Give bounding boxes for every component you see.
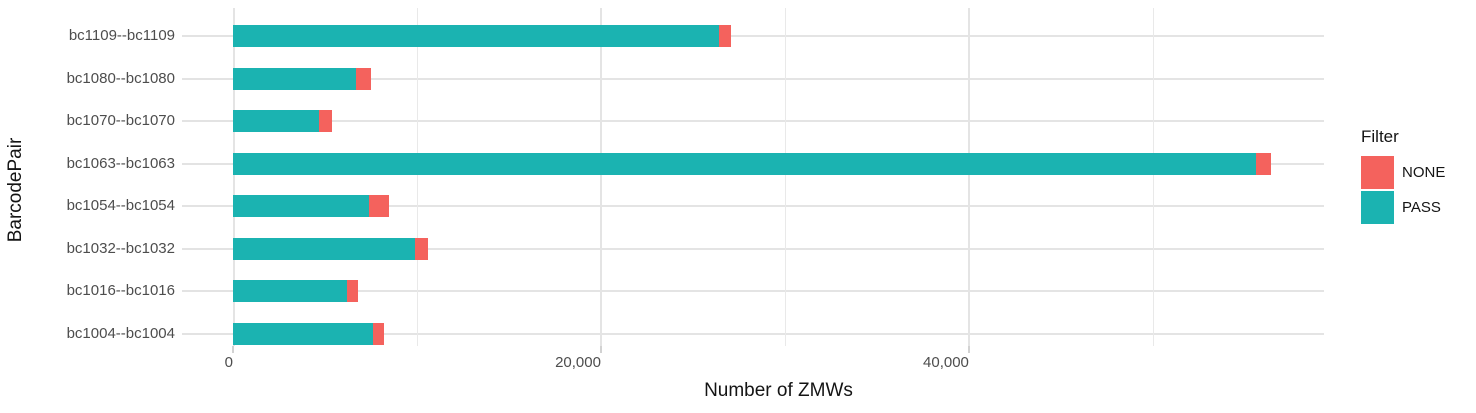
bar-segment-pass: [233, 237, 416, 260]
x-axis-tick-label: 0: [224, 354, 233, 371]
y-axis-label: bc1080--bc1080: [66, 69, 175, 87]
bar-segment-pass: [233, 67, 357, 90]
bar-segment-none: [372, 322, 384, 345]
bar-segment-none: [415, 237, 428, 260]
x-axis-tick-label: 40,000: [923, 354, 969, 371]
y-axis-label: bc1063--bc1063: [66, 154, 175, 172]
bar-segment-none: [319, 110, 333, 133]
bar-segment-pass: [233, 322, 373, 345]
gridline-vertical-minor: [784, 8, 786, 346]
gridline-vertical-minor: [416, 8, 418, 346]
bar-segment-pass: [233, 152, 1256, 175]
y-axis-tick: [182, 332, 233, 335]
gridline-vertical-major: [967, 8, 970, 346]
y-axis-label: bc1032--bc1032: [66, 239, 175, 257]
bar-segment-pass: [233, 25, 719, 47]
y-axis-tick: [182, 205, 233, 208]
y-axis-label: bc1054--bc1054: [66, 197, 175, 215]
y-axis-tick: [182, 120, 233, 123]
gridline-horizontal: [233, 290, 1324, 293]
gridline-vertical-major: [233, 8, 235, 346]
bar-segment-none: [356, 67, 371, 90]
gridline-horizontal: [233, 205, 1324, 208]
gridline-vertical-major: [599, 8, 602, 346]
gridline-horizontal: [233, 120, 1324, 123]
bar-segment-pass: [233, 280, 348, 303]
gridline-horizontal: [233, 247, 1324, 250]
bar-segment-none: [718, 25, 731, 47]
y-axis-label: bc1016--bc1016: [66, 282, 175, 300]
x-axis-tick: [599, 346, 602, 353]
y-axis-label: bc1070--bc1070: [66, 112, 175, 130]
legend-items: NONE PASS: [1361, 156, 1476, 224]
x-axis-tick: [967, 346, 970, 353]
legend-item-label: NONE: [1402, 164, 1446, 181]
legend-item: NONE: [1361, 156, 1476, 189]
gridline-horizontal: [233, 35, 1324, 37]
legend-item: PASS: [1361, 191, 1476, 224]
legend-swatch-none: [1361, 156, 1394, 189]
gridline-vertical-minor: [1152, 8, 1154, 346]
legend-swatch-pass: [1361, 191, 1394, 224]
gridline-horizontal: [233, 332, 1324, 335]
legend-item-label: PASS: [1402, 199, 1441, 216]
y-axis-label: bc1004--bc1004: [66, 324, 175, 342]
y-axis-tick: [182, 290, 233, 293]
y-axis-title: BarcodePair: [5, 137, 26, 243]
x-axis-tick-label: 20,000: [555, 354, 601, 371]
plot-panel: [233, 8, 1324, 346]
y-axis-tick: [182, 77, 233, 80]
legend: Filter NONE PASS: [1361, 127, 1476, 226]
bar-segment-pass: [233, 110, 320, 133]
y-axis-tick: [182, 162, 233, 165]
x-axis-title: Number of ZMWs: [704, 380, 853, 401]
y-axis-tick: [182, 247, 233, 250]
y-axis-tick: [182, 35, 233, 37]
bar-segment-none: [347, 280, 359, 303]
y-axis-label: bc1109--bc1109: [68, 27, 175, 44]
x-axis-tick: [232, 346, 234, 353]
legend-title: Filter: [1361, 127, 1399, 146]
bar-segment-pass: [233, 195, 370, 218]
bar-segment-none: [1255, 152, 1271, 175]
gridline-horizontal: [233, 77, 1324, 80]
bar-segment-none: [369, 195, 390, 218]
